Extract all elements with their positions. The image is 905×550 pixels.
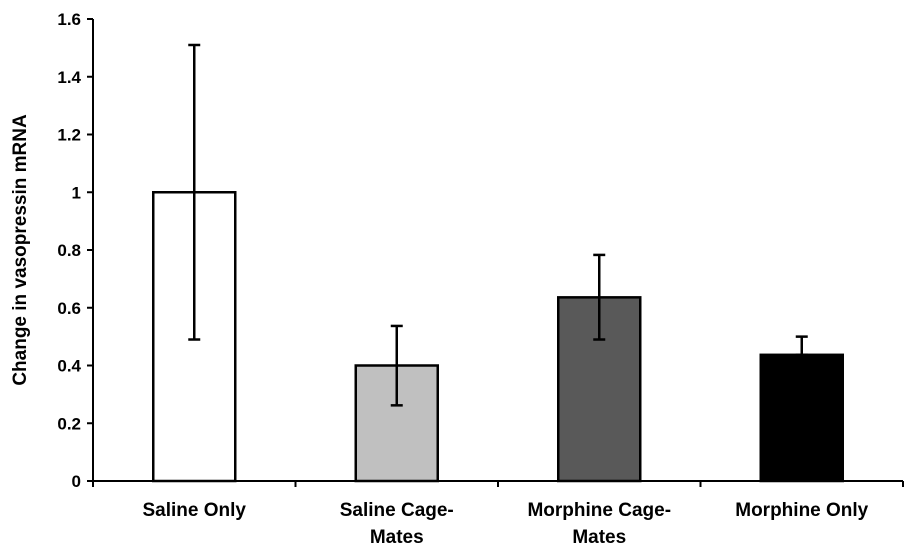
y-tick-label: 1.6	[57, 10, 81, 29]
y-axis-title: Change in vasopressin mRNA	[10, 114, 31, 386]
category-label: Mates	[572, 527, 626, 548]
y-tick-label: 0	[72, 472, 81, 491]
category-label: Saline Only	[143, 500, 247, 521]
y-tick-label: 1	[72, 183, 81, 202]
category-label: Saline Cage-	[340, 500, 454, 521]
y-tick-label: 1.4	[57, 68, 81, 87]
category-label: Mates	[370, 527, 424, 548]
y-tick-label: 0.6	[57, 299, 81, 318]
category-label: Morphine Cage-	[527, 500, 671, 521]
bar	[759, 353, 844, 483]
category-label: Morphine Only	[735, 500, 868, 521]
y-tick-label: 0.4	[57, 357, 81, 376]
y-tick-label: 1.2	[57, 126, 81, 145]
y-tick-label: 0.2	[57, 414, 81, 433]
plot-area: 0 0.2 0.4 0.6 0.8 1 1.2 1.4 1.6 Saline Only Saline…	[57, 10, 904, 548]
y-tick-label: 0.8	[57, 241, 81, 260]
